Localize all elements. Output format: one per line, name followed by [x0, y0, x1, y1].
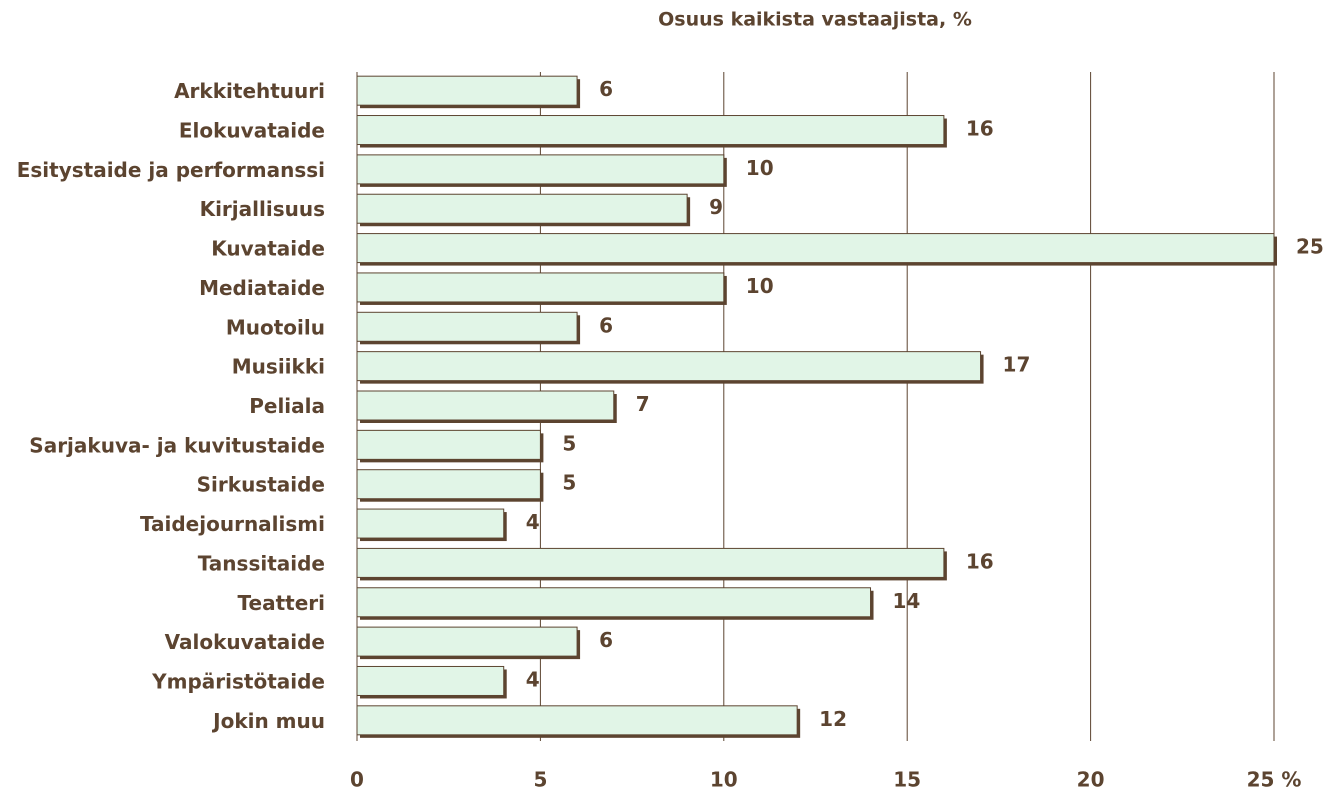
y-tick-label: Arkkitehtuuri: [174, 79, 325, 103]
value-label: 16: [966, 549, 994, 573]
x-tick-label: 10: [710, 768, 738, 791]
y-tick-label: Muotoilu: [226, 315, 325, 339]
y-tick-label: Valokuvataide: [165, 630, 325, 654]
bar: [356, 390, 615, 421]
bar: [356, 665, 505, 696]
value-label: 9: [709, 195, 723, 219]
bar: [356, 193, 688, 224]
y-tick-label: Sarjakuva- ja kuvitustaide: [29, 433, 325, 457]
y-tick-label: Taidejournalismi: [140, 512, 325, 536]
value-label: 10: [746, 274, 774, 298]
value-label: 10: [746, 156, 774, 180]
y-tick-label: Peliala: [249, 394, 325, 418]
bar: [356, 626, 578, 657]
y-tick-label: Ympäristötaide: [151, 669, 325, 693]
value-label: 6: [599, 77, 613, 101]
bar: [356, 351, 982, 382]
bar: [356, 705, 798, 736]
bar: [356, 75, 578, 106]
value-label: 7: [636, 392, 650, 416]
value-label: 14: [893, 589, 921, 613]
bar: [356, 154, 725, 185]
x-tick-label: 20: [1077, 768, 1105, 791]
y-tick-label: Musiikki: [232, 355, 325, 379]
x-tick-label: 15: [893, 768, 921, 791]
bar: [356, 233, 1275, 264]
bar: [356, 547, 945, 578]
value-label: 6: [599, 313, 613, 337]
chart-title: Osuus kaikista vastaajista, %: [658, 9, 972, 31]
bar: [356, 311, 578, 342]
bar: [356, 429, 541, 460]
y-tick-label: Jokin muu: [211, 709, 325, 733]
y-tick-label: Elokuvataide: [179, 119, 325, 143]
value-label: 17: [1003, 353, 1031, 377]
bar: [356, 469, 541, 500]
bar: [356, 272, 725, 303]
bar: [356, 115, 945, 146]
value-label: 25: [1296, 235, 1324, 259]
y-tick-label: Tanssitaide: [198, 551, 325, 575]
y-tick-label: Sirkustaide: [197, 473, 325, 497]
y-tick-label: Kirjallisuus: [200, 197, 325, 221]
value-label: 4: [526, 667, 540, 691]
y-tick-label: Teatteri: [238, 591, 325, 615]
x-tick-label: 25 %: [1247, 768, 1302, 791]
bar: [356, 508, 505, 539]
value-label: 5: [562, 431, 576, 455]
y-tick-label: Mediataide: [199, 276, 325, 300]
bar: [356, 587, 872, 618]
value-label: 12: [819, 707, 847, 731]
value-label: 5: [562, 471, 576, 495]
y-tick-label: Kuvataide: [211, 237, 325, 261]
y-tick-label: Esitystaide ja performanssi: [17, 158, 325, 182]
value-label: 16: [966, 117, 994, 141]
x-tick-label: 5: [533, 768, 547, 791]
value-label: 6: [599, 628, 613, 652]
x-tick-label: 0: [350, 768, 364, 791]
value-label: 4: [526, 510, 540, 534]
